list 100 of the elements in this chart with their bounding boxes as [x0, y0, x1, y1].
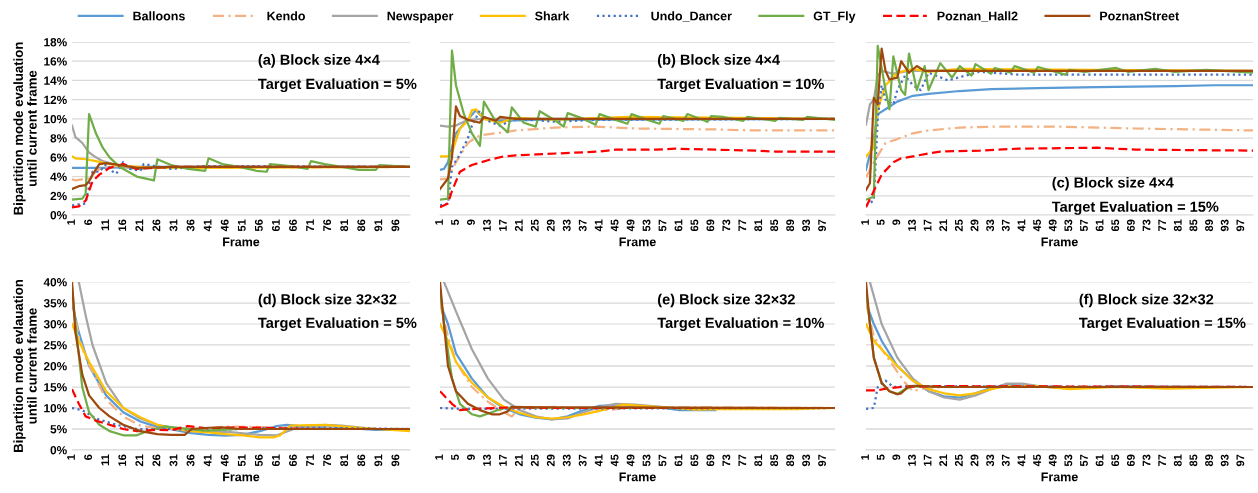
legend-label: Newspaper — [387, 11, 454, 23]
x-tick-label: 5 — [876, 454, 885, 460]
y-tick-label: 20% — [43, 362, 67, 371]
x-tick-label: 51 — [237, 454, 246, 467]
y-tick-label: 2% — [50, 191, 67, 201]
x-tick-label: 31 — [169, 219, 178, 232]
x-tick-label: 37 — [578, 454, 587, 467]
annotation: (e) Block size 32×32 — [657, 293, 795, 308]
x-tick-label: 21 — [514, 454, 523, 467]
x-tick-label: 41 — [594, 454, 603, 467]
y-tick-label: 18% — [44, 38, 67, 47]
x-tick-label: 73 — [1142, 219, 1151, 232]
x-tick-label: 57 — [1080, 454, 1088, 467]
x-tick-label: 81 — [754, 454, 763, 467]
x-tick-label: 26 — [152, 454, 161, 467]
x-tick-label: 96 — [391, 454, 400, 467]
x-tick-label: 61 — [674, 454, 683, 467]
x-tick-label: 85 — [770, 219, 779, 232]
x-tick-label: 33 — [986, 454, 995, 467]
x-tick-label: 69 — [1126, 219, 1135, 232]
x-tick-label: 5 — [876, 219, 885, 225]
x-tick-label: 66 — [289, 219, 297, 232]
x-tick-label: 21 — [939, 219, 948, 232]
x-tick-label: 16 — [118, 454, 127, 466]
legend-label: Kendo — [267, 11, 305, 21]
x-tick-label: 81 — [1173, 219, 1182, 232]
x-tick-label: 45 — [1033, 454, 1041, 467]
y-tick-label: 12% — [44, 95, 67, 105]
x-tick-label: 37 — [578, 219, 587, 232]
x-tick-label: 41 — [203, 454, 212, 467]
x-tick-label: 17 — [499, 219, 507, 231]
x-tick-label: 33 — [562, 454, 571, 467]
x-tick-label: 81 — [340, 219, 349, 232]
x-tick-label: 49 — [1048, 454, 1057, 467]
x-tick-label: 5 — [451, 454, 459, 460]
x-tick-label: 37 — [1001, 454, 1010, 467]
x-tick-label: 1 — [435, 219, 443, 225]
x-tick-label: 41 — [594, 219, 603, 232]
y-tick-label: 14% — [44, 76, 67, 85]
x-tick-label: 57 — [658, 454, 667, 467]
x-tick-label: 29 — [970, 219, 979, 232]
x-tick-label: 57 — [658, 219, 667, 232]
x-tick-label: 6 — [84, 219, 93, 225]
x-tick-label: 13 — [482, 219, 491, 231]
x-axis-title: Frame — [619, 237, 656, 247]
x-tick-label: 61 — [674, 219, 683, 232]
x-tick-label: 69 — [706, 454, 715, 467]
x-tick-label: 36 — [186, 454, 195, 467]
y-tick-label: 25% — [43, 341, 67, 350]
y-tick-label: 0% — [50, 446, 67, 455]
x-tick-label: 77 — [1158, 219, 1166, 232]
y-axis-title: Bipartition mode evlauation until current frame — [13, 279, 37, 452]
x-tick-label: 1 — [67, 454, 75, 460]
x-tick-label: 45 — [1033, 219, 1041, 232]
annotation: (d) Block size 32×32 — [258, 293, 397, 308]
x-tick-label: 89 — [786, 454, 795, 467]
x-tick-label: 61 — [1095, 219, 1104, 232]
x-tick-label: 13 — [482, 454, 491, 466]
x-tick-label: 56 — [254, 219, 263, 232]
x-tick-label: 57 — [1080, 219, 1088, 232]
annotation: (f) Block size 32×32 — [1079, 293, 1214, 308]
x-tick-label: 36 — [186, 219, 195, 232]
y-tick-label: 35% — [43, 299, 67, 308]
x-tick-label: 26 — [152, 219, 161, 232]
x-tick-label: 91 — [374, 219, 383, 232]
x-tick-label: 69 — [706, 219, 715, 232]
x-tick-label: 53 — [1064, 454, 1073, 467]
x-tick-label: 46 — [220, 219, 229, 232]
x-tick-label: 25 — [530, 454, 539, 467]
x-tick-label: 16 — [118, 219, 127, 231]
x-tick-label: 29 — [970, 454, 979, 467]
annotation: (c) Block size 4×4 — [1052, 176, 1174, 191]
y-tick-label: 40% — [43, 278, 67, 287]
x-tick-label: 53 — [642, 454, 651, 467]
y-tick-label: 4% — [50, 172, 67, 181]
x-tick-label: 11 — [101, 454, 110, 466]
y-tick-label: 30% — [43, 320, 67, 329]
x-tick-label: 73 — [722, 219, 731, 232]
x-tick-label: 65 — [690, 219, 699, 232]
annotation: Target Evaluation = 15% — [1079, 317, 1246, 331]
x-tick-label: 49 — [1048, 219, 1057, 232]
x-tick-label: 6 — [84, 454, 93, 460]
x-tick-label: 46 — [220, 454, 229, 467]
x-tick-label: 51 — [237, 219, 246, 232]
x-tick-label: 81 — [1173, 454, 1182, 467]
y-axis-title: Bipartition mode evaluation until current frame — [13, 42, 37, 215]
legend-label: Poznan_Hall2 — [937, 11, 1018, 22]
x-tick-label: 5 — [451, 219, 459, 225]
x-tick-label: 93 — [802, 219, 811, 232]
x-tick-label: 76 — [323, 219, 332, 232]
y-tick-label: 0% — [50, 211, 67, 220]
x-tick-label: 41 — [1017, 454, 1026, 467]
x-tick-label: 9 — [467, 219, 475, 225]
x-tick-label: 45 — [610, 219, 619, 232]
legend-label: Undo_Dancer — [651, 11, 732, 22]
x-tick-label: 17 — [923, 454, 932, 466]
x-tick-label: 29 — [546, 454, 555, 467]
y-tick-label: 10% — [44, 114, 67, 124]
x-tick-label: 71 — [306, 454, 314, 467]
x-tick-label: 97 — [1236, 219, 1245, 232]
